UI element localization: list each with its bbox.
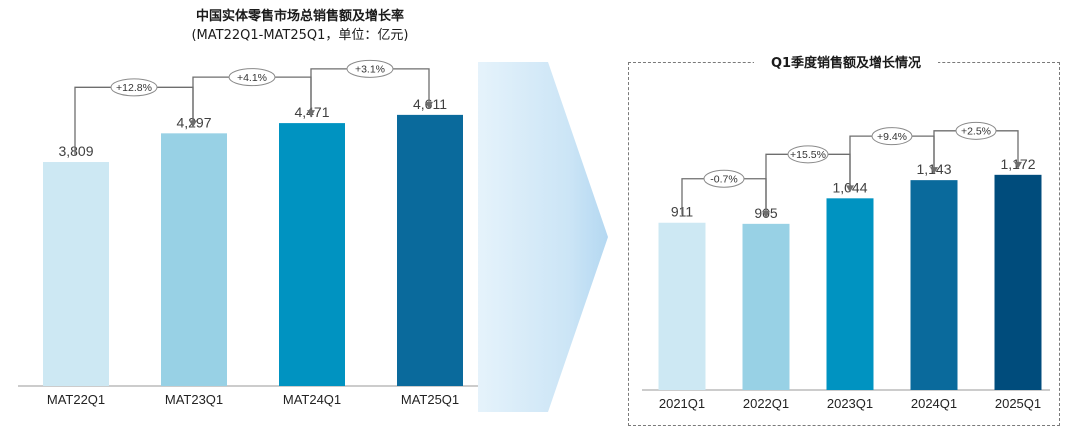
left-chart: 3,809MAT22Q14,297MAT23Q14,471MAT24Q14,61… [18,59,478,407]
left-bar-MAT25Q1 [397,114,463,386]
right-tick-label: 2023Q1 [827,396,873,411]
right-bar-2025Q1 [994,174,1042,390]
right-growth-badge [955,121,997,140]
left-bar-MAT22Q1 [43,162,109,386]
right-growth-badge [871,127,913,146]
right-chart-title: Q1季度销售额及增长情况 [754,52,938,71]
right-tick-label: 2025Q1 [995,396,1041,411]
left-growth-arrowhead [425,101,433,109]
right-chart: 9112021Q19052022Q11,0442023Q11,1432024Q1… [642,121,1050,411]
left-growth-label: +4.1% [237,72,267,84]
left-tick-label: MAT24Q1 [283,392,341,407]
left-bar-MAT24Q1 [279,123,345,387]
right-tick-label: 2022Q1 [743,396,789,411]
right-bar-2024Q1 [910,180,958,390]
right-bar-2021Q1 [658,222,706,390]
transition-arrow-shape [478,62,608,412]
right-bar-2022Q1 [742,223,790,390]
right-growth-label: +15.5% [790,149,826,161]
left-tick-label: MAT22Q1 [47,392,105,407]
right-growth-arrowhead [1014,161,1022,169]
left-chart-subtitle: (MAT22Q1-MAT25Q1，单位：亿元) [191,28,409,43]
left-growth-badge [228,68,276,87]
right-tick-label: 2024Q1 [911,396,957,411]
left-tick-label: MAT23Q1 [165,392,223,407]
right-tick-label: 2021Q1 [659,396,705,411]
right-growth-label: +9.4% [877,131,907,143]
left-value-label: 3,809 [58,143,93,159]
left-growth-badge [346,59,394,78]
left-growth-label: +12.8% [116,82,152,94]
left-bar-MAT23Q1 [161,133,227,386]
right-growth-badge [703,169,745,188]
left-growth-badge [110,78,158,97]
right-growth-label: -0.7% [710,174,737,186]
left-growth-label: +3.1% [355,64,385,76]
right-growth-label: +2.5% [961,126,991,138]
left-tick-label: MAT25Q1 [401,392,459,407]
right-growth-badge [787,145,829,164]
left-chart-title: 中国实体零售市场总销售额及增长率 [195,9,404,24]
right-bar-2023Q1 [826,198,874,390]
